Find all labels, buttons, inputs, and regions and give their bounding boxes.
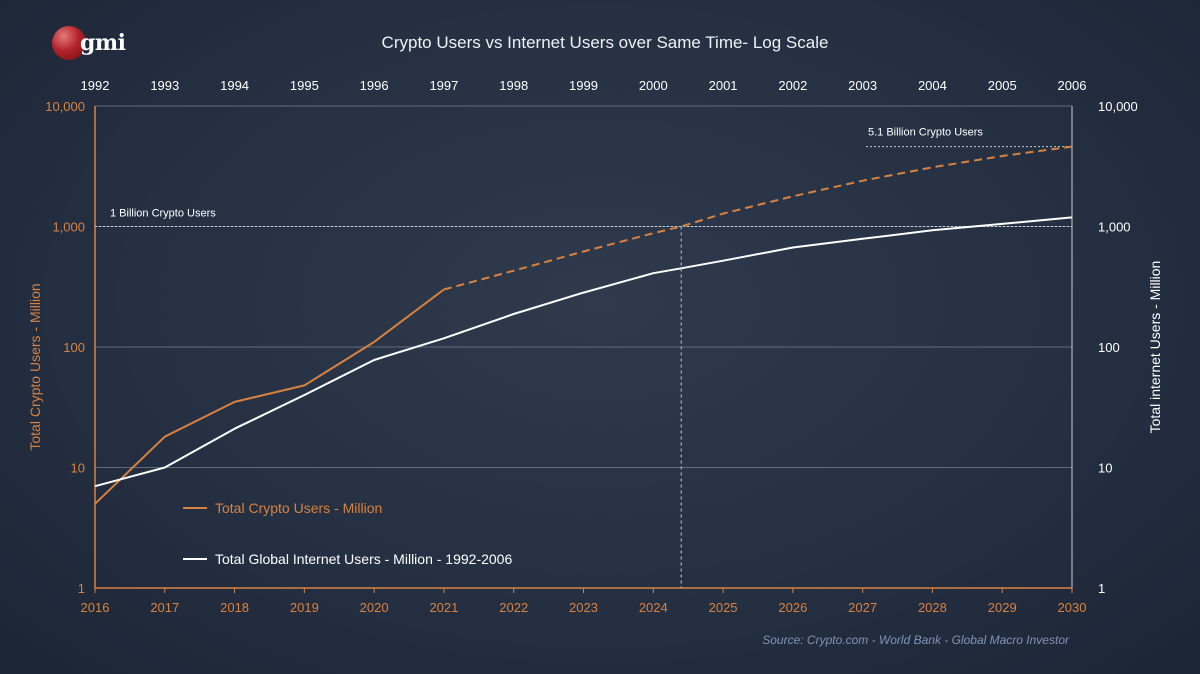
x-top-tick-2000: 2000 xyxy=(639,78,668,93)
x-top-tick-2002: 2002 xyxy=(778,78,807,93)
x-bottom-tick-2022: 2022 xyxy=(499,600,528,615)
x-bottom-tick-2027: 2027 xyxy=(848,600,877,615)
y-right-tick-2: 100 xyxy=(1098,340,1120,355)
y-left-tick-1: 10 xyxy=(71,461,85,476)
x-bottom-tick-2025: 2025 xyxy=(709,600,738,615)
x-bottom-tick-2028: 2028 xyxy=(918,600,947,615)
chart-title: Crypto Users vs Internet Users over Same… xyxy=(381,33,829,52)
series-internet-users-line xyxy=(94,216,1073,488)
logo-text: gmi xyxy=(80,30,126,56)
annotation-5-billion: 5.1 Billion Crypto Users xyxy=(868,127,983,139)
y-axis-left-title: Total Crypto Users - Million xyxy=(27,283,43,450)
series-crypto-users-line xyxy=(94,288,445,505)
x-bottom-tick-2016: 2016 xyxy=(81,600,110,615)
x-bottom-tick-2021: 2021 xyxy=(429,600,458,615)
x-bottom-tick-2017: 2017 xyxy=(150,600,179,615)
x-top-tick-1998: 1998 xyxy=(499,78,528,93)
x-top-tick-1994: 1994 xyxy=(220,78,249,93)
x-top-tick-1993: 1993 xyxy=(150,78,179,93)
x-top-tick-2001: 2001 xyxy=(709,78,738,93)
x-bottom-tick-2029: 2029 xyxy=(988,600,1017,615)
x-bottom-tick-2024: 2024 xyxy=(639,600,668,615)
y-left-tick-2: 100 xyxy=(63,340,85,355)
x-bottom-tick-2023: 2023 xyxy=(569,600,598,615)
x-bottom-tick-2020: 2020 xyxy=(360,600,389,615)
y-left-tick-0: 1 xyxy=(78,581,85,596)
x-top-tick-2005: 2005 xyxy=(988,78,1017,93)
x-top-tick-1997: 1997 xyxy=(429,78,458,93)
source-note: Source: Crypto.com - World Bank - Global… xyxy=(762,633,1069,647)
gmi-logo: gmi xyxy=(52,24,126,64)
x-bottom-tick-2030: 2030 xyxy=(1058,600,1087,615)
y-right-tick-4: 10,000 xyxy=(1098,99,1138,114)
x-top-tick-1996: 1996 xyxy=(360,78,389,93)
y-right-tick-0: 1 xyxy=(1098,581,1105,596)
x-bottom-tick-2026: 2026 xyxy=(778,600,807,615)
x-bottom-tick-2019: 2019 xyxy=(290,600,319,615)
y-axis-right-title: Total internet Users - Million xyxy=(1147,261,1163,434)
x-top-tick-2004: 2004 xyxy=(918,78,947,93)
legend-internet-label: Total Global Internet Users - Million - … xyxy=(215,551,512,567)
x-top-tick-2003: 2003 xyxy=(848,78,877,93)
legend-crypto-label: Total Crypto Users - Million xyxy=(215,500,382,516)
x-top-tick-1999: 1999 xyxy=(569,78,598,93)
annotation-1-billion: 1 Billion Crypto Users xyxy=(110,208,216,220)
x-top-tick-1992: 1992 xyxy=(81,78,110,93)
x-top-tick-1995: 1995 xyxy=(290,78,319,93)
series-crypto-projection-line xyxy=(443,145,1073,291)
y-right-tick-3: 1,000 xyxy=(1098,220,1131,235)
x-bottom-tick-2018: 2018 xyxy=(220,600,249,615)
y-right-tick-1: 10 xyxy=(1098,461,1112,476)
y-left-tick-3: 1,000 xyxy=(52,220,85,235)
y-left-tick-4: 10,000 xyxy=(45,99,85,114)
logo-globe-icon xyxy=(52,26,86,60)
x-top-tick-2006: 2006 xyxy=(1058,78,1087,93)
